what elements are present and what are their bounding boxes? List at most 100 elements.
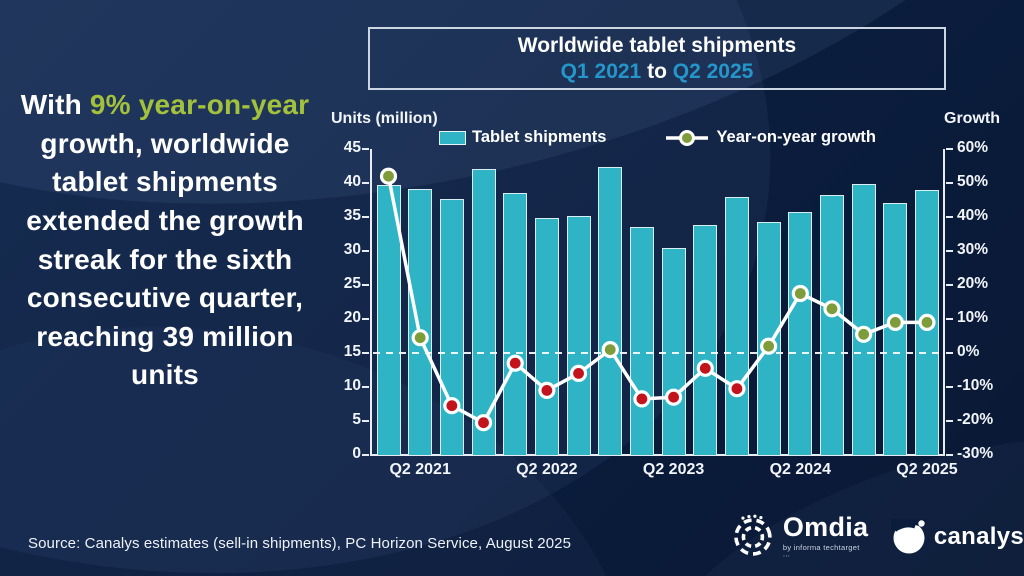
headline-text-before: With xyxy=(20,89,90,120)
left-axis-tick xyxy=(362,318,369,320)
y-axis-label-right: -10% xyxy=(957,377,994,394)
year-on-year-growth-line xyxy=(386,175,927,425)
legend-line-label: Year-on-year growth xyxy=(716,128,876,146)
growth-marker xyxy=(791,284,809,303)
right-axis-tick xyxy=(946,148,953,150)
growth-marker xyxy=(664,388,683,406)
y-axis-label-left: 45 xyxy=(343,139,361,156)
headline-message: With 9% year-on-year growth, worldwide t… xyxy=(8,86,322,395)
legend-bar-label: Tablet shipments xyxy=(471,128,607,146)
x-axis-label: Q2 2022 xyxy=(516,461,578,478)
y-axis-label-left: 40 xyxy=(343,173,361,190)
growth-marker xyxy=(855,325,873,343)
growth-marker xyxy=(569,364,588,382)
y-axis-label-left: 30 xyxy=(343,241,361,258)
right-axis-line xyxy=(943,149,945,455)
tablet-shipments-bar xyxy=(724,197,749,455)
y-axis-label-right: 20% xyxy=(957,275,989,292)
left-axis-line xyxy=(370,149,372,455)
zero-growth-gridline xyxy=(373,352,942,354)
tablet-shipments-bar xyxy=(629,227,654,455)
chart-title: Worldwide tablet shipments xyxy=(517,33,797,57)
tablet-shipments-bar xyxy=(693,225,718,455)
canalys-logo: canalys xyxy=(890,518,1024,555)
range-start: Q1 2021 xyxy=(560,59,642,83)
source-note: Source: Canalys estimates (sell-in shipm… xyxy=(28,535,572,552)
tablet-shipments-bar xyxy=(534,218,559,455)
y-axis-label-right: -20% xyxy=(957,411,994,428)
left-axis-tick xyxy=(362,216,369,218)
left-axis-tick xyxy=(362,454,369,456)
growth-marker xyxy=(696,359,714,377)
growth-marker xyxy=(411,329,429,347)
right-axis-tick xyxy=(946,216,953,218)
left-axis-tick xyxy=(362,250,369,252)
tablet-shipments-bar xyxy=(756,222,781,455)
line-marker-icon xyxy=(666,129,709,146)
y-axis-label-left: 35 xyxy=(343,207,361,224)
growth-marker xyxy=(506,354,524,372)
growth-marker xyxy=(633,390,651,408)
y-axis-label-left: 10 xyxy=(343,377,361,394)
left-axis-tick xyxy=(362,386,369,388)
growth-marker xyxy=(823,300,841,318)
range-separator: to xyxy=(641,59,673,83)
growth-marker xyxy=(918,313,936,331)
y-axis-label-right: 0% xyxy=(957,343,980,360)
omdia-tagline: by informa techtarget ∙∙∙ xyxy=(782,543,860,560)
growth-marker xyxy=(474,414,493,432)
right-axis-tick xyxy=(946,250,953,252)
footer-logos: Omdia by informa techtarget ∙∙∙ canalys xyxy=(731,514,1024,559)
left-axis-caption: Units (million) xyxy=(331,110,438,127)
y-axis-label-left: 15 xyxy=(343,343,361,360)
right-axis-tick xyxy=(946,318,953,320)
chart-subtitle: Q1 2021 to Q2 2025 xyxy=(370,60,944,84)
y-axis-label-right: 40% xyxy=(957,207,989,224)
tablet-shipments-bar xyxy=(598,166,623,455)
omdia-logo: Omdia by informa techtarget ∙∙∙ xyxy=(731,514,869,559)
tablet-shipments-bar xyxy=(661,248,686,455)
chart-legend: Tablet shipments Year-on-year growth xyxy=(371,128,944,147)
canalys-wordmark: canalys xyxy=(933,522,1024,550)
tablet-shipments-bar xyxy=(408,189,433,455)
y-axis-label-right: 10% xyxy=(957,309,989,326)
right-axis-tick xyxy=(946,352,953,354)
tablet-shipments-bar xyxy=(819,195,844,455)
growth-marker xyxy=(886,313,904,331)
x-axis-label: Q2 2023 xyxy=(642,461,705,478)
x-axis-label: Q2 2024 xyxy=(769,461,831,478)
right-axis-tick xyxy=(946,386,953,388)
y-axis-label-right: 30% xyxy=(957,241,989,258)
right-axis-tick xyxy=(946,182,953,184)
tablet-shipments-bar xyxy=(376,185,401,455)
growth-marker xyxy=(760,337,778,355)
y-axis-label-left: 0 xyxy=(352,445,361,462)
tablet-shipments-bar xyxy=(566,215,591,455)
headline-text-after: growth, worldwide tablet shipments exten… xyxy=(26,127,304,391)
left-axis-tick xyxy=(362,182,369,184)
y-axis-label-left: 5 xyxy=(352,411,361,428)
chart-plot-area: 0 5 10 15 20 25 30 35 40 45 -30% -20% -10% 0% 10% 20% 30… xyxy=(344,139,993,478)
tablet-shipments-bar xyxy=(788,211,813,455)
growth-marker xyxy=(728,380,746,398)
legend-item-line: Year-on-year growth xyxy=(664,128,876,147)
left-axis-tick xyxy=(362,420,369,422)
y-axis-label-right: 50% xyxy=(957,173,989,190)
right-axis-tick xyxy=(946,420,953,422)
y-axis-label-left: 25 xyxy=(343,275,361,292)
x-axis-label: Q2 2021 xyxy=(389,461,451,478)
left-axis-tick xyxy=(362,352,369,354)
growth-marker xyxy=(538,381,556,399)
y-axis-label-right: -30% xyxy=(957,445,994,462)
growth-marker xyxy=(379,167,398,185)
right-axis-caption: Growth xyxy=(944,110,1000,127)
x-axis-label: Q2 2025 xyxy=(896,461,958,478)
omdia-logo-icon xyxy=(734,514,772,556)
right-axis-tick xyxy=(946,454,953,456)
range-end: Q2 2025 xyxy=(672,59,754,83)
growth-marker xyxy=(443,397,461,415)
growth-marker xyxy=(601,341,619,359)
left-axis-tick xyxy=(362,148,369,150)
canalys-logo-icon xyxy=(890,518,927,553)
